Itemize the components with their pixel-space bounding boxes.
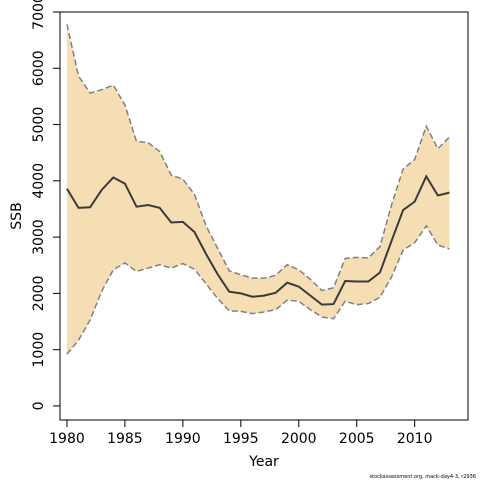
confidence-band — [66, 24, 450, 355]
y-axis-title: SSB — [9, 202, 25, 229]
plot-frame — [59, 11, 469, 421]
y-tick-label: 1000 — [31, 332, 47, 368]
footer-credit: stockassessment.org, mack-day4-3, r2936 — [370, 474, 477, 480]
ssb-estimate-line-group — [66, 24, 450, 355]
y-tick-label: 2000 — [31, 276, 47, 312]
x-tick-label: 2000 — [281, 431, 317, 447]
x-axis-title: Year — [248, 454, 279, 470]
x-tick-label: 2010 — [397, 431, 433, 447]
x-axis: 1980 1985 1990 1995 2000 2005 2010 — [49, 420, 433, 447]
x-tick-label: 1980 — [49, 431, 85, 447]
x-tick-label: 2005 — [339, 431, 375, 447]
upper-bound-line — [66, 24, 450, 292]
x-tick-label: 1990 — [165, 431, 201, 447]
y-tick-label: 6000 — [31, 50, 47, 86]
y-tick-label: 3000 — [31, 219, 47, 255]
y-tick-label: 4000 — [31, 163, 47, 199]
y-tick-label: 7000 — [31, 0, 47, 30]
x-tick-label: 1985 — [107, 431, 143, 447]
lower-bound-line — [66, 224, 450, 355]
x-tick-label: 1995 — [223, 431, 259, 447]
y-axis: 0 1000 2000 3000 4000 5000 6000 7000 — [31, 0, 60, 410]
ssb-estimate-line — [66, 174, 450, 306]
confidence-band-area — [66, 24, 450, 355]
y-tick-label: 0 — [31, 401, 47, 410]
y-tick-label: 5000 — [31, 107, 47, 143]
